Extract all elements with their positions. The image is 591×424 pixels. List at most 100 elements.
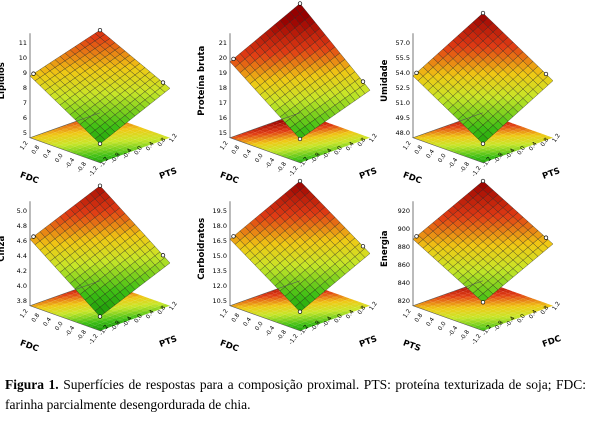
b-tick-label: 1.2 — [169, 133, 179, 144]
z-tick-label: 15 — [219, 129, 227, 137]
a-tick-label: 0.8 — [414, 144, 424, 155]
experimental-point — [97, 314, 103, 319]
a-tick-label: 0.0 — [54, 153, 64, 164]
z-tick-label: 10.5 — [213, 297, 227, 305]
z-tick-label: 18.0 — [213, 222, 227, 230]
a-tick-label: -0.4 — [265, 157, 277, 170]
b-tick-label: 0.8 — [540, 137, 550, 148]
b-axis-label: PTS — [541, 166, 561, 182]
b-axis-label: PTS — [358, 166, 378, 182]
experimental-point — [160, 253, 166, 258]
b-tick-label: -1.2 — [99, 324, 111, 337]
b-tick-label: -0.8 — [310, 152, 322, 165]
b-tick-label: -0.4 — [322, 316, 334, 329]
experimental-point — [297, 178, 303, 184]
z-tick-label: 4.8 — [17, 222, 27, 230]
z-tick-label: 860 — [398, 261, 410, 269]
z-tick-label: 16 — [219, 114, 227, 122]
b-axis-label: PTS — [358, 334, 378, 350]
figure-caption: Figura 1. Superfícies de respostas para … — [5, 375, 586, 415]
experimental-point — [414, 70, 419, 75]
z-tick-label: 9 — [23, 69, 27, 77]
z-tick-label: 17 — [219, 99, 227, 107]
b-tick-label: 0.4 — [345, 141, 355, 152]
experimental-point — [480, 10, 486, 16]
a-tick-label: 1.2 — [402, 308, 412, 319]
a-tick-label: -0.8 — [277, 161, 289, 174]
b-tick-label: -0.8 — [110, 320, 122, 333]
floor-edge — [229, 112, 301, 164]
z-axis-label: Cinza — [0, 236, 7, 262]
z-tick-label: 19.5 — [213, 207, 227, 215]
a-axis-label: FDC — [18, 170, 39, 186]
z-tick-label: 18 — [219, 84, 227, 92]
caption-text: Superfícies de respostas para a composiç… — [5, 377, 586, 412]
z-tick-label: 49.5 — [396, 114, 410, 122]
a-axis-label: FDC — [218, 338, 239, 354]
floor-edge — [29, 280, 101, 332]
a-tick-label: -0.8 — [77, 161, 89, 174]
b-axis-label: FDC — [541, 334, 562, 350]
b-tick-label: -0.4 — [505, 148, 517, 161]
z-tick-label: 19 — [219, 69, 227, 77]
a-tick-label: 0.0 — [254, 321, 264, 332]
experimental-point — [31, 234, 36, 239]
b-tick-label: 0.4 — [145, 309, 155, 320]
experimental-point — [414, 234, 419, 239]
z-tick-label: 4.6 — [17, 237, 27, 245]
z-tick-label: 4.2 — [17, 267, 27, 275]
experimental-point — [297, 136, 303, 142]
a-tick-label: -1.2 — [471, 333, 483, 346]
z-tick-label: 55.5 — [396, 54, 410, 62]
b-tick-label: 0.0 — [134, 145, 144, 156]
z-tick-label: 48.0 — [396, 129, 410, 137]
z-tick-label: 5.0 — [17, 207, 27, 215]
caption-label: Figura 1. — [5, 377, 59, 392]
a-tick-label: 0.4 — [426, 317, 436, 328]
a-tick-label: -1.2 — [288, 333, 300, 346]
a-tick-label: 0.8 — [231, 312, 241, 323]
z-tick-label: 880 — [398, 243, 410, 251]
a-tick-label: -1.2 — [288, 165, 300, 178]
b-tick-label: 0.4 — [528, 141, 538, 152]
z-tick-label: 900 — [398, 225, 410, 233]
b-tick-label: -0.4 — [122, 148, 134, 161]
a-tick-label: 0.0 — [437, 321, 447, 332]
surface-mesh — [229, 180, 371, 312]
z-tick-label: 10 — [19, 54, 27, 62]
a-tick-label: 0.8 — [31, 144, 41, 155]
experimental-point — [360, 79, 366, 84]
b-tick-label: -0.4 — [322, 148, 334, 161]
z-axis-label: Proteína bruta — [197, 46, 207, 116]
a-tick-label: 0.8 — [31, 312, 41, 323]
z-tick-label: 16.5 — [213, 237, 227, 245]
floor-edge — [29, 112, 101, 164]
experimental-point — [231, 234, 236, 239]
floor-edge — [229, 280, 301, 332]
z-tick-label: 840 — [398, 279, 410, 287]
z-tick-label: 15.0 — [213, 252, 227, 260]
experimental-point — [480, 141, 486, 146]
b-tick-label: -0.4 — [122, 316, 134, 329]
b-tick-label: 0.0 — [334, 313, 344, 324]
a-tick-label: 0.8 — [231, 144, 241, 155]
z-tick-label: 20 — [219, 54, 227, 62]
b-tick-label: 0.8 — [157, 137, 167, 148]
experimental-point — [97, 183, 103, 188]
b-tick-label: -1.2 — [299, 156, 311, 169]
b-tick-label: -0.8 — [110, 152, 122, 165]
b-tick-label: 0.0 — [134, 313, 144, 324]
experimental-point — [160, 80, 166, 85]
a-tick-label: 1.2 — [19, 140, 29, 151]
surface-mesh — [29, 29, 171, 144]
experimental-point — [480, 300, 486, 305]
z-tick-label: 57.0 — [396, 39, 410, 47]
z-tick-label: 3.8 — [17, 297, 27, 305]
b-tick-label: 0.0 — [517, 313, 527, 324]
z-tick-label: 4.0 — [17, 282, 27, 290]
b-tick-label: -1.2 — [99, 156, 111, 169]
